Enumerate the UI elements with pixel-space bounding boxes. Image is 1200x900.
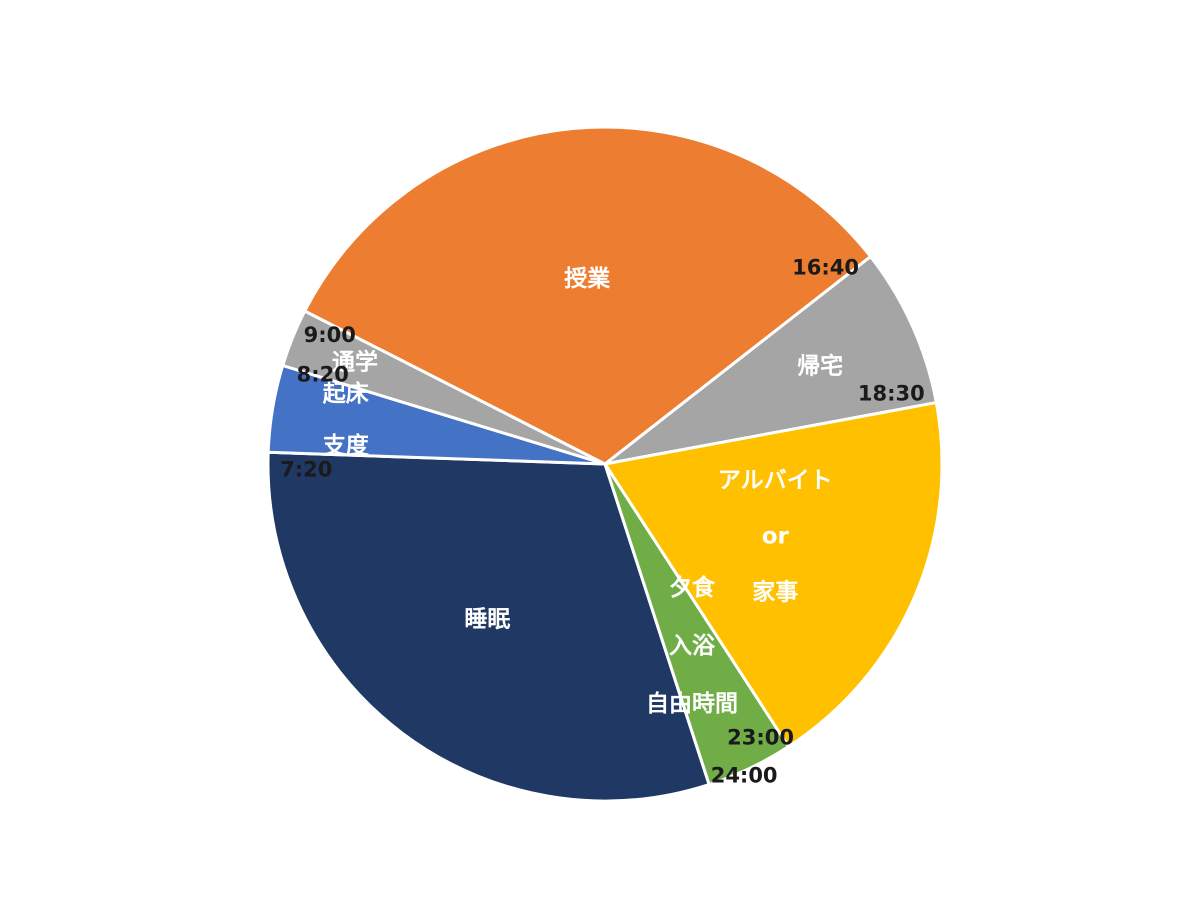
time-label: 23:00 [727,726,794,750]
slice-label: or [762,524,790,550]
slice-label: 自由時間 [646,690,738,717]
slice-label: 夕食 [669,574,716,601]
time-label: 8:20 [297,362,349,386]
pie-slice-6 [603,462,791,787]
slice-label: 睡眠 [464,607,510,633]
time-boundary-labels: 23:00 24:00 7:20 8:20 9:00 16:40 18:30 [280,256,925,788]
pie-slice-5 [603,401,944,749]
slice-label: 通学 [332,349,378,376]
slice-label: 授業 [564,265,611,292]
slice-label: 起床 [323,380,369,407]
time-label: 9:00 [304,323,356,347]
slice-label: 家事 [752,579,798,606]
time-label: 18:30 [858,382,925,406]
time-label: 16:40 [792,256,859,280]
slice-label: 帰宅 [797,353,843,380]
slice-label: 入浴 [669,633,716,659]
time-label: 24:00 [711,764,778,788]
pie-slice-0 [266,450,711,803]
time-label: 7:20 [280,457,332,481]
pie-slices [266,125,944,803]
pie-slice-4 [603,255,938,466]
pie-slice-3 [303,125,873,466]
slice-label: アルバイト [718,468,833,494]
slice-label: 支度 [322,432,370,459]
